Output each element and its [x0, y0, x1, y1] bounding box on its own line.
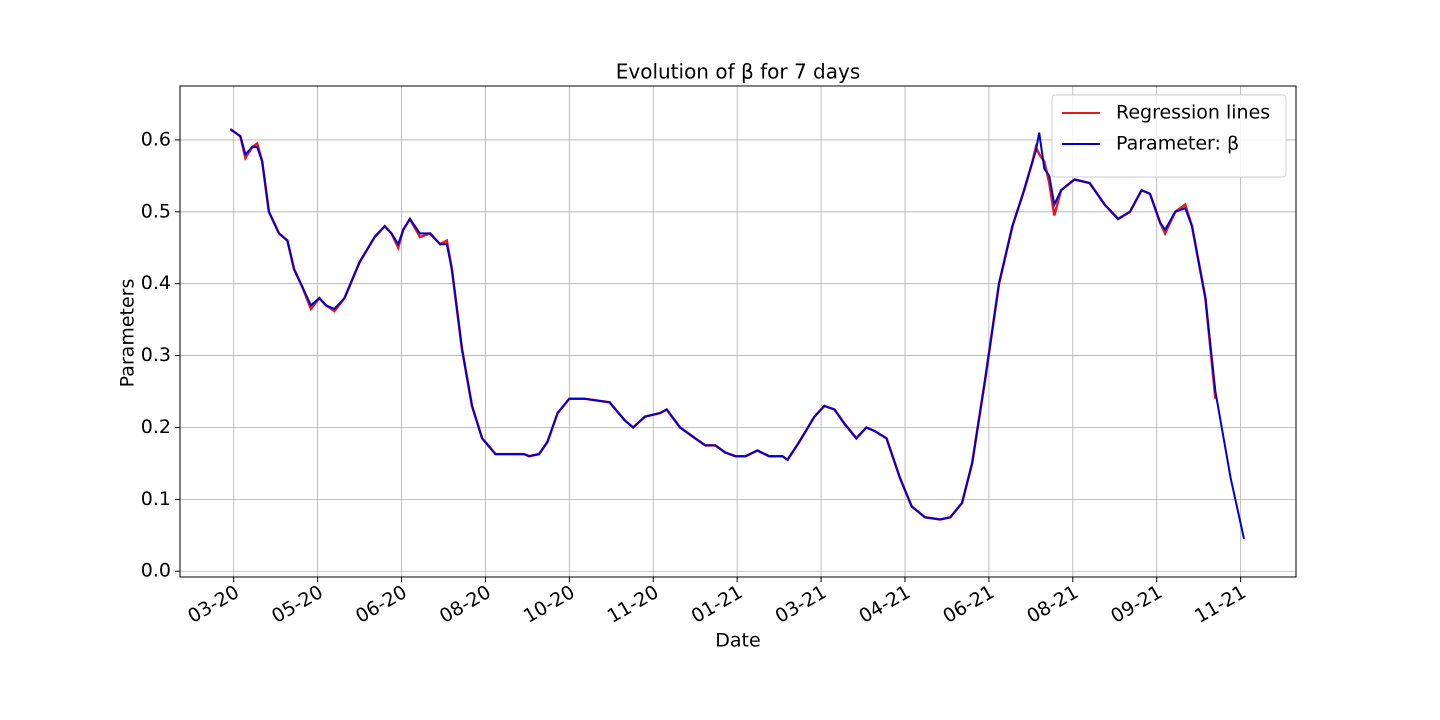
- x-tick-label: 08-20: [436, 581, 495, 628]
- plot-frame: [179, 85, 1297, 578]
- x-tick-label: 08-21: [1023, 581, 1082, 628]
- x-tick-label: 06-20: [352, 581, 411, 628]
- data-line: [229, 128, 1217, 521]
- x-tick-label: 01-21: [688, 581, 747, 628]
- y-tick-label: 0.0: [141, 560, 171, 582]
- data-line: [229, 128, 1245, 540]
- y-axis-label: Parameters: [117, 279, 139, 388]
- x-tick-label: 11-20: [604, 581, 663, 628]
- y-tick-label: 0.1: [141, 488, 171, 510]
- x-tick-label: 05-20: [268, 581, 327, 628]
- y-tick-label: 0.4: [141, 272, 171, 294]
- x-tick-label: 06-21: [939, 581, 998, 628]
- y-tick-label: 0.3: [141, 344, 171, 366]
- legend-box: [1051, 94, 1287, 178]
- x-axis-label: Date: [715, 630, 760, 652]
- x-tick-label: 03-21: [771, 581, 830, 628]
- legend-label: Parameter: β: [1116, 133, 1239, 155]
- y-tick-label: 0.6: [141, 128, 171, 150]
- x-tick-label: 09-21: [1107, 581, 1166, 628]
- x-tick-label: 11-21: [1191, 581, 1250, 628]
- y-tick-label: 0.5: [141, 200, 171, 222]
- legend-label: Regression lines: [1116, 102, 1270, 124]
- chart-title: Evolution of β for 7 days: [616, 60, 861, 84]
- x-tick-label: 04-21: [855, 581, 914, 628]
- x-tick-label: 03-20: [184, 581, 243, 628]
- x-tick-label: 10-20: [520, 581, 579, 628]
- y-tick-label: 0.2: [141, 416, 171, 438]
